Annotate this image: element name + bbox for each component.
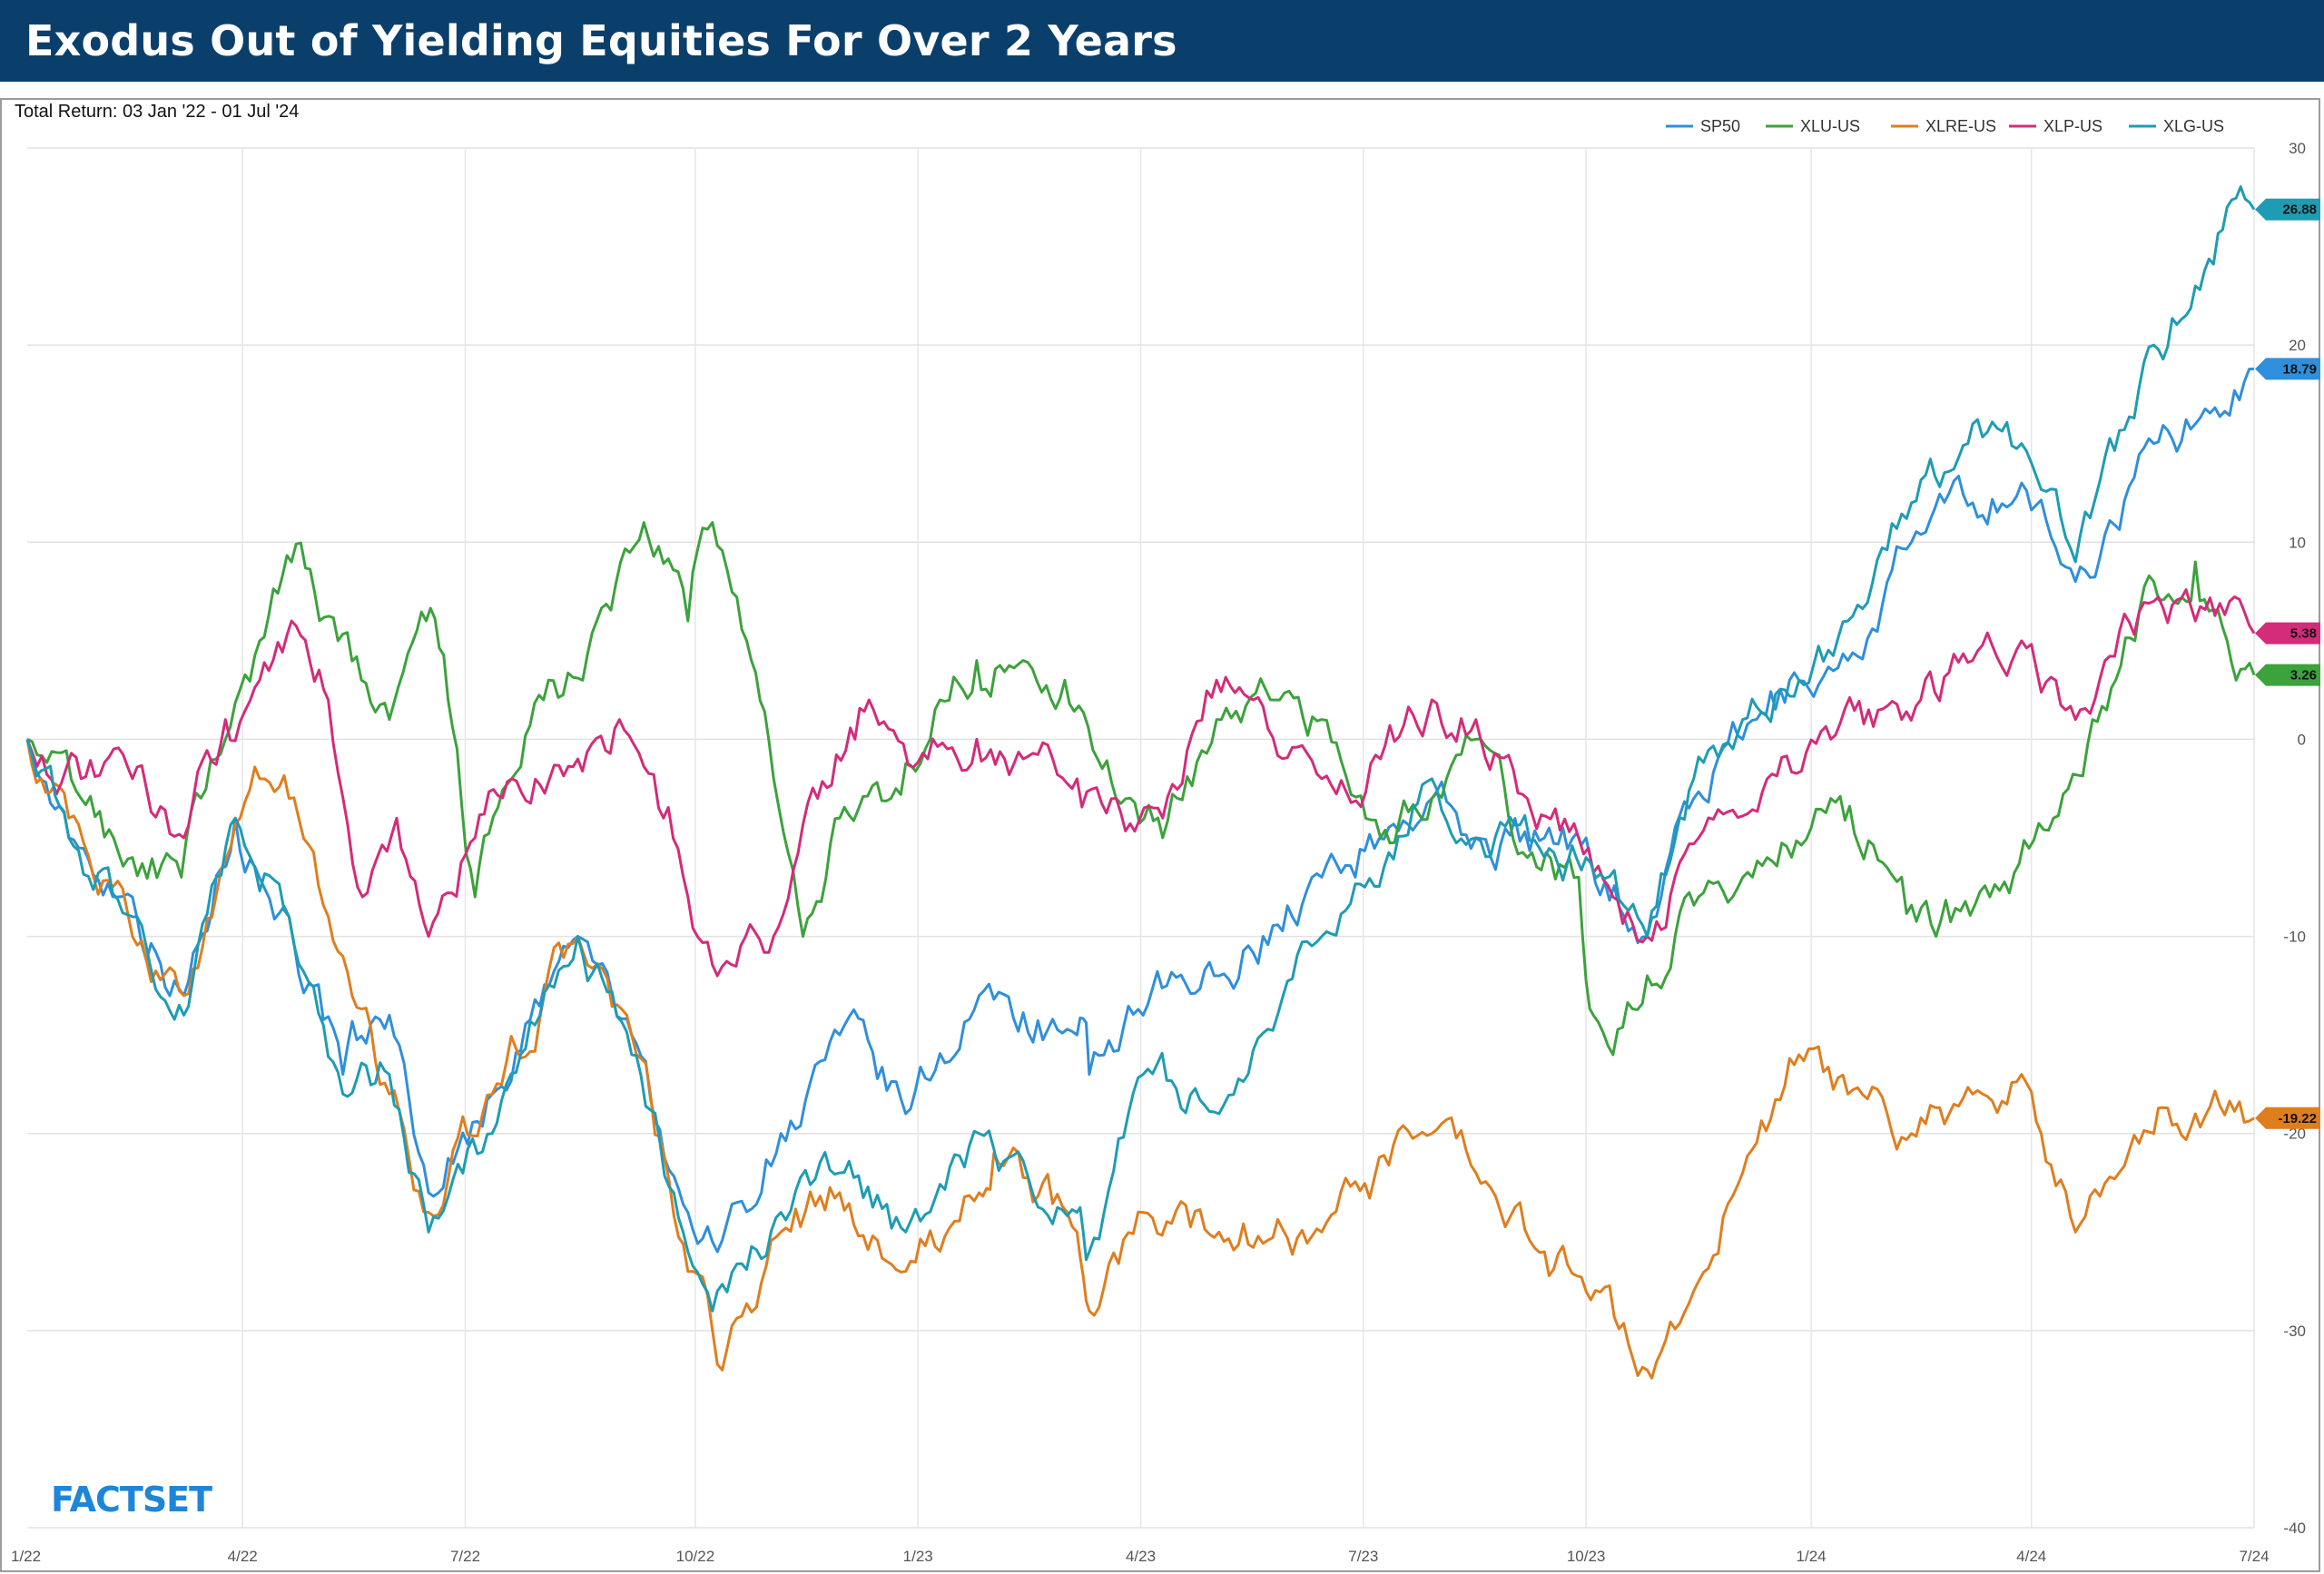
end-label-tag — [2255, 1107, 2320, 1129]
x-tick-label: 10/23 — [1567, 1548, 1606, 1565]
legend: SP50 XLU-US XLRE-US XLP-US XLG-US — [1666, 117, 2224, 135]
y-tick-label: -30 — [2283, 1323, 2306, 1340]
end-label-value: 26.88 — [2282, 202, 2317, 218]
y-tick-label: -20 — [2283, 1126, 2306, 1143]
chart-subtitle: Total Return: 03 Jan '22 - 01 Jul '24 — [15, 102, 300, 122]
x-tick-label: 10/22 — [676, 1548, 715, 1565]
grid — [27, 147, 2255, 1529]
x-axis-ticks: 1/22 4/22 7/22 10/22 1/23 4/23 7/23 10/23 1/24 4/… — [11, 1548, 2270, 1565]
end-label-value: 3.26 — [2290, 668, 2317, 684]
y-axis-ticks: 30 20 10 0 -10 -20 -30 -40 — [2283, 140, 2306, 1537]
x-tick-label: 1/23 — [903, 1548, 933, 1565]
y-tick-label: 30 — [2289, 140, 2306, 157]
series-line-xlg-us — [25, 185, 2256, 1313]
end-label-xlre-us: -19.22 — [2255, 1107, 2320, 1129]
end-label-value: 5.38 — [2290, 626, 2317, 642]
y-tick-label: 10 — [2289, 534, 2306, 551]
end-label-xlu-us: 3.26 — [2255, 664, 2320, 686]
end-label-tag — [2255, 198, 2320, 221]
legend-item-sp50: SP50 — [1666, 117, 1740, 135]
end-label-xlp-us: 5.38 — [2255, 622, 2320, 644]
y-tick-label: -10 — [2283, 929, 2306, 946]
x-tick-label: 1/22 — [11, 1548, 41, 1565]
end-label-tag — [2255, 622, 2320, 644]
x-tick-label: 4/23 — [1126, 1548, 1156, 1565]
chart-frame — [0, 98, 2320, 1572]
series-line-sp50 — [25, 367, 2255, 1254]
end-labels: 18.79 3.26 -19.22 5.38 26.88 — [2255, 198, 2320, 1129]
end-label-tag — [2255, 358, 2320, 380]
series-line-xlu-us — [26, 521, 2256, 1057]
chart-title: Exodus Out of Yielding Equities For Over… — [25, 16, 1177, 65]
title-bar: Exodus Out of Yielding Equities For Over… — [0, 0, 2324, 82]
x-tick-label: 7/24 — [2239, 1548, 2269, 1565]
end-label-sp50: 18.79 — [2255, 358, 2320, 380]
legend-label: XLG-US — [2163, 117, 2224, 135]
x-tick-label: 1/24 — [1797, 1548, 1827, 1565]
legend-label: XLU-US — [1800, 117, 1860, 135]
end-label-tag — [2255, 664, 2320, 686]
x-tick-label: 4/22 — [228, 1548, 258, 1565]
legend-item-xlg-us: XLG-US — [2129, 117, 2224, 135]
legend-label: XLP-US — [2043, 117, 2102, 135]
x-tick-label: 4/24 — [2016, 1548, 2046, 1565]
series-line-xlp-us — [25, 588, 2256, 978]
end-label-xlg-us: 26.88 — [2255, 198, 2320, 221]
legend-label: XLRE-US — [1925, 117, 1996, 135]
legend-item-xlre-us: XLRE-US — [1891, 117, 1996, 135]
x-tick-label: 7/23 — [1348, 1548, 1378, 1565]
end-label-value: 18.79 — [2282, 361, 2317, 377]
y-tick-label: 0 — [2298, 731, 2306, 748]
y-tick-label: -40 — [2283, 1520, 2306, 1537]
legend-item-xlu-us: XLU-US — [1766, 117, 1860, 135]
end-label-value: -19.22 — [2278, 1111, 2317, 1126]
legend-label: SP50 — [1700, 117, 1740, 135]
y-tick-label: 20 — [2289, 337, 2306, 354]
series-line-xlre-us — [25, 739, 2255, 1380]
series-lines — [25, 185, 2256, 1380]
x-tick-label: 7/22 — [450, 1548, 480, 1565]
factset-logo: FACTSET — [51, 1480, 212, 1520]
legend-item-xlp-us: XLP-US — [2009, 117, 2102, 135]
title-gap — [0, 82, 2324, 98]
